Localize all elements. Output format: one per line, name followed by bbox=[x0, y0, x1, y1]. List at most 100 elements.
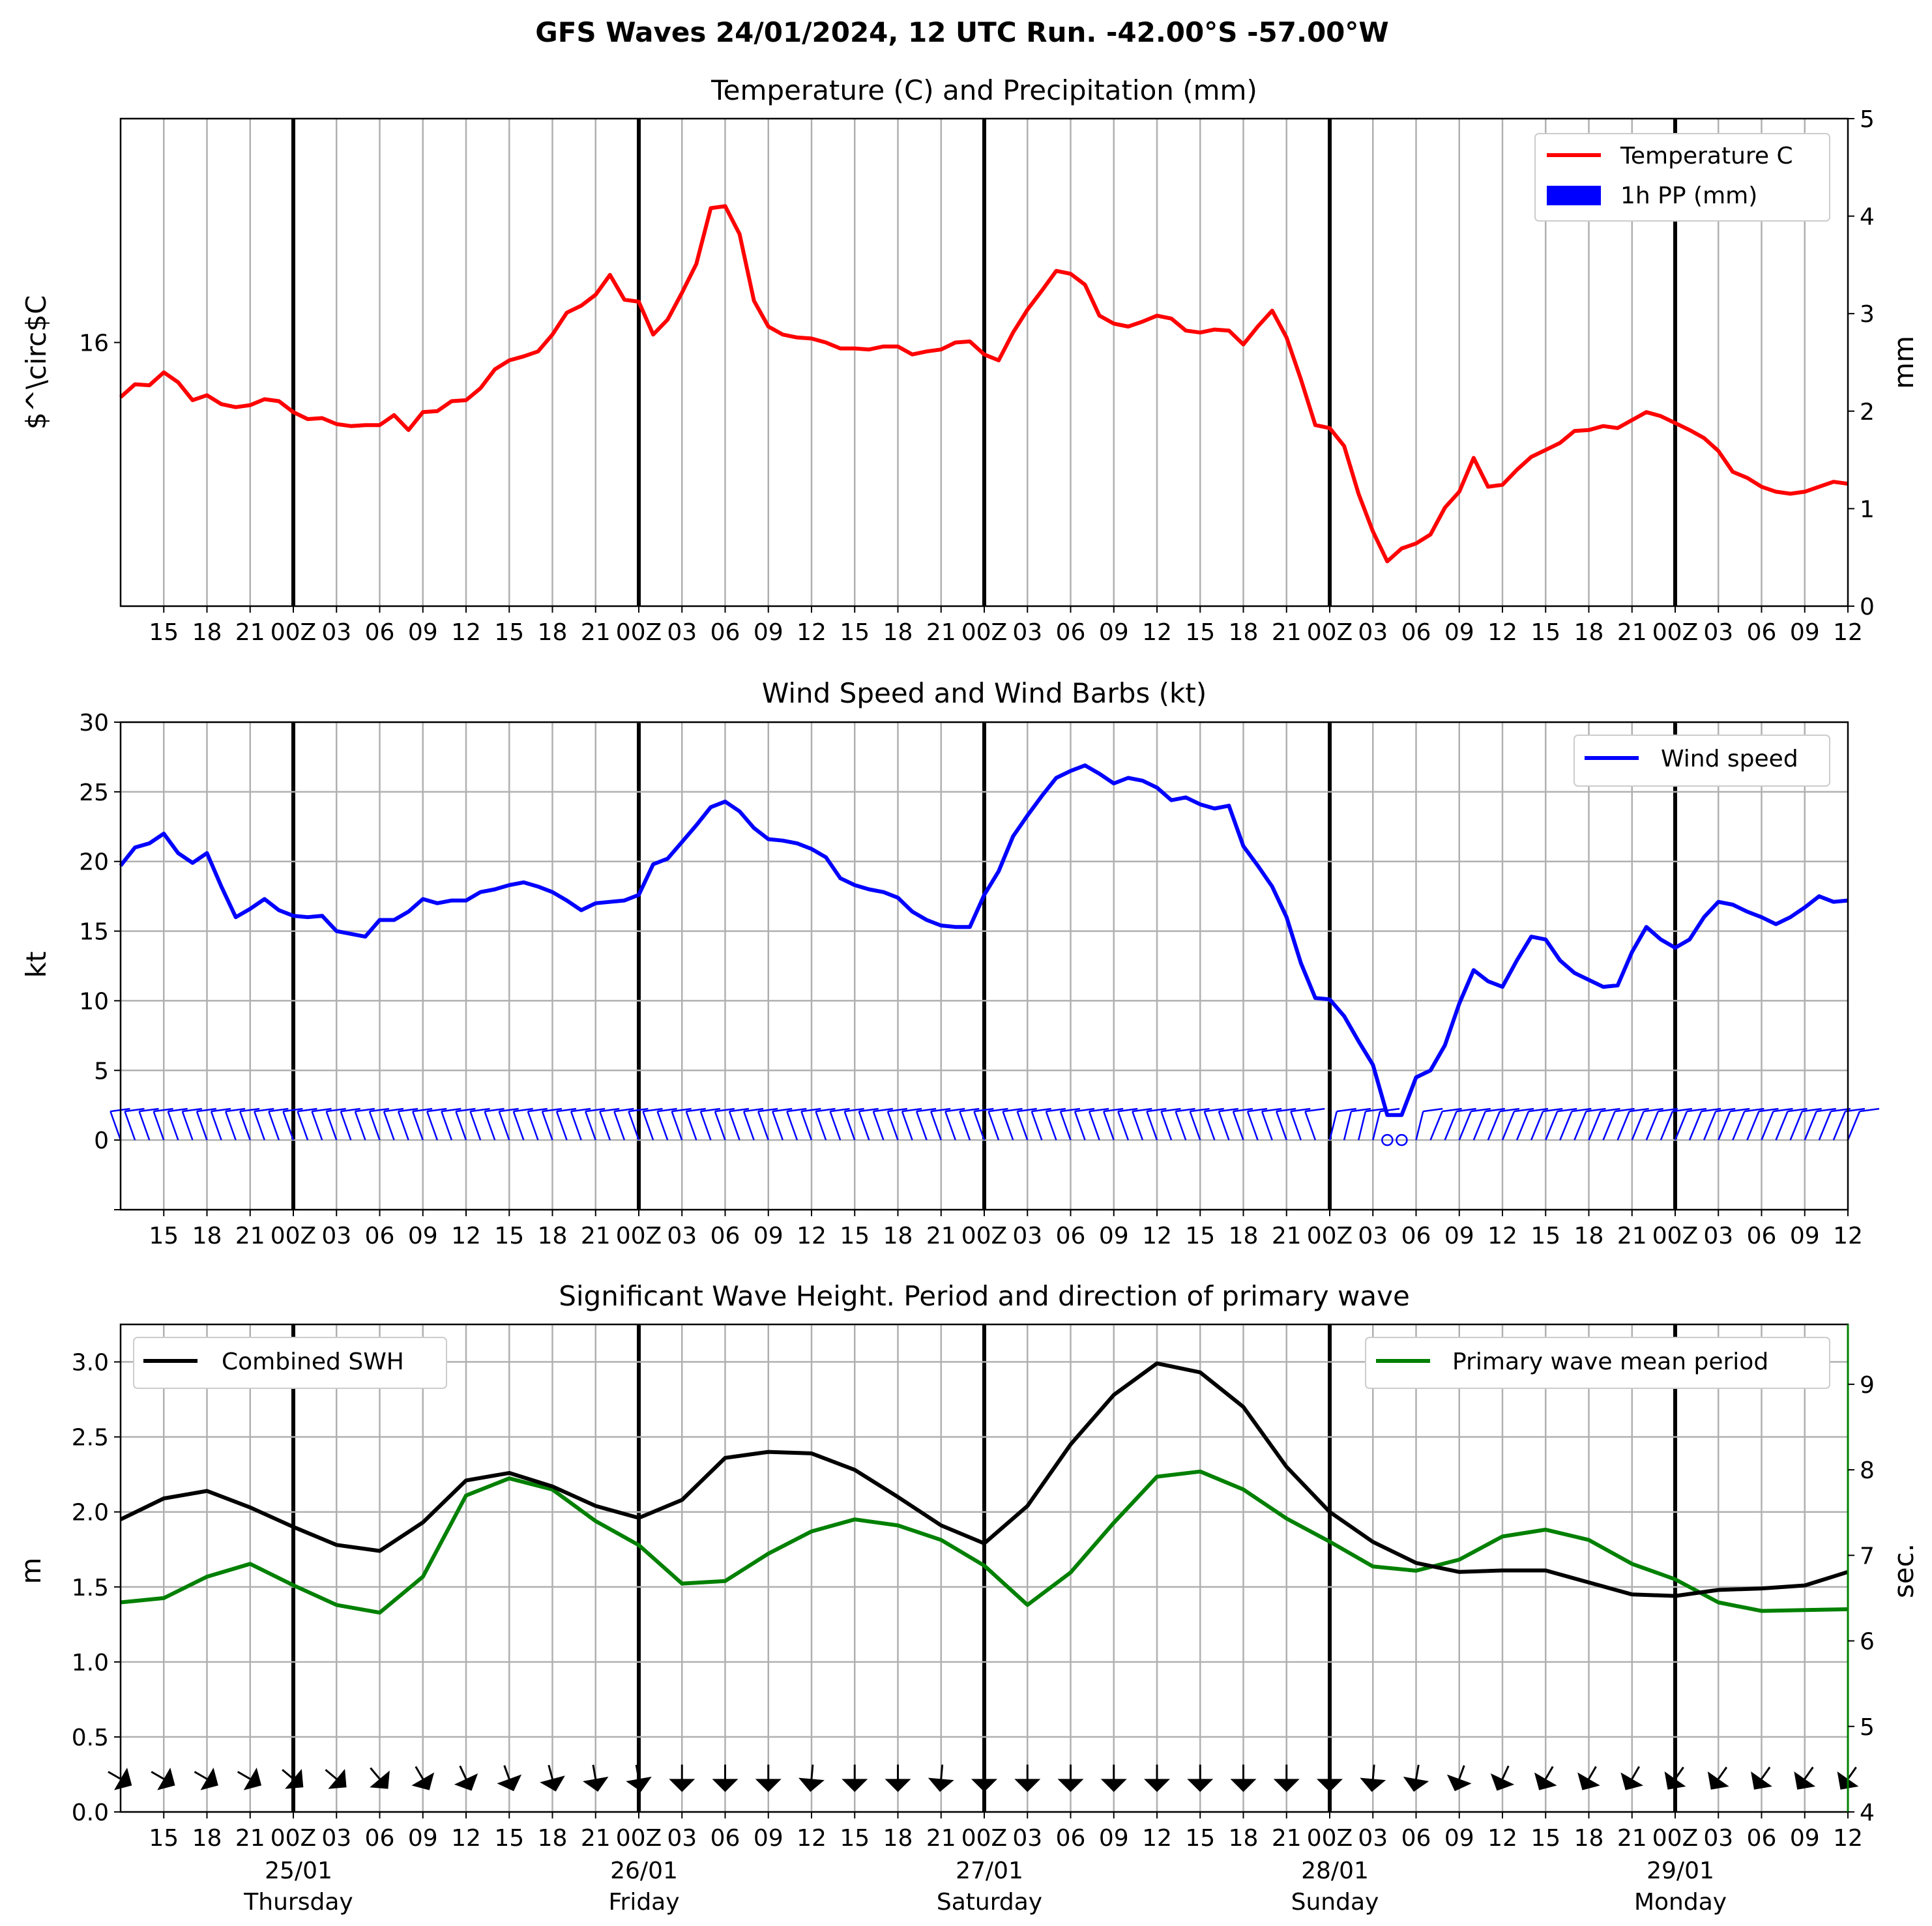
wind-barb-flag bbox=[369, 1107, 390, 1113]
x-tick-label: 12 bbox=[797, 1223, 827, 1249]
wind-barb bbox=[138, 1111, 151, 1141]
x-tick-label: 15 bbox=[840, 1825, 870, 1852]
x-tick-label: 09 bbox=[1444, 1223, 1474, 1249]
x-tick-label: 00Z bbox=[271, 1825, 316, 1852]
x-tick-label: 03 bbox=[667, 1223, 697, 1249]
x-tick-label: 18 bbox=[1229, 619, 1259, 646]
wave-direction-arrow bbox=[971, 1764, 997, 1792]
wind-barb-flag bbox=[269, 1107, 289, 1113]
wind-barb-flag bbox=[1802, 1107, 1822, 1113]
x-tick-label: 06 bbox=[1401, 619, 1431, 646]
wind-barb bbox=[167, 1111, 179, 1141]
wind-barb-flag bbox=[1686, 1107, 1707, 1113]
wind-barb-flag bbox=[441, 1107, 461, 1113]
wind-barb bbox=[628, 1111, 640, 1141]
x-tick-label: 00Z bbox=[1652, 1223, 1698, 1249]
wind-barb bbox=[973, 1111, 986, 1141]
x-tick-label: 00Z bbox=[1307, 1825, 1353, 1852]
x-tick-label: 18 bbox=[538, 1825, 568, 1852]
wind-barb bbox=[843, 1111, 856, 1141]
y-right-tick-label: 5 bbox=[1860, 1714, 1875, 1741]
wind-barb-flag bbox=[757, 1107, 778, 1113]
panel1-legend: Temperature C 1h PP (mm) bbox=[1534, 133, 1830, 222]
x-tick-label: 09 bbox=[408, 1825, 438, 1852]
wind-barb-flag bbox=[729, 1107, 750, 1113]
wind-barb-flag bbox=[772, 1107, 793, 1113]
wind-barb-flag bbox=[1218, 1107, 1238, 1113]
wind-barb bbox=[1246, 1111, 1259, 1141]
wind-barb bbox=[1328, 1111, 1338, 1141]
x-tick-label: 06 bbox=[1401, 1825, 1431, 1852]
y-right-tick-label: 4 bbox=[1860, 1800, 1875, 1826]
wind-barb bbox=[671, 1111, 683, 1141]
x-tick-label: 21 bbox=[581, 1223, 611, 1249]
x-tick-label: 21 bbox=[581, 619, 611, 646]
figure-title: GFS Waves 24/01/2024, 12 UTC Run. -42.00… bbox=[535, 16, 1389, 48]
wave-direction-arrow bbox=[1360, 1764, 1386, 1792]
x-tick-label: 15 bbox=[149, 619, 179, 646]
x-tick-label: 03 bbox=[1012, 619, 1042, 646]
wind-barb bbox=[1102, 1111, 1115, 1141]
wind-barb-flag bbox=[1787, 1107, 1808, 1113]
day-weekday-label: Sunday bbox=[1291, 1889, 1379, 1916]
x-tick-label: 18 bbox=[538, 1223, 568, 1249]
wind-barb bbox=[1458, 1111, 1472, 1141]
panel3-ylabel-right: sec. bbox=[1888, 1543, 1920, 1598]
wind-barb-flag bbox=[743, 1107, 764, 1113]
wind-barb-flag bbox=[1233, 1107, 1253, 1113]
x-tick-label: 06 bbox=[1056, 619, 1086, 646]
wind-barb bbox=[1117, 1111, 1130, 1141]
wind-barb bbox=[181, 1111, 194, 1141]
wind-barb bbox=[1203, 1111, 1216, 1141]
x-tick-label: 00Z bbox=[1652, 1825, 1698, 1852]
wind-barb bbox=[1847, 1111, 1861, 1141]
wave-direction-arrow bbox=[1751, 1766, 1772, 1790]
wind-barb-flag bbox=[427, 1107, 447, 1113]
wave-direction-arrow bbox=[1144, 1764, 1170, 1792]
wind-barb-flag bbox=[916, 1107, 937, 1113]
wind-barb bbox=[455, 1111, 467, 1141]
wave-direction-arrow bbox=[454, 1765, 478, 1791]
wind-barb-flag bbox=[1060, 1107, 1081, 1113]
x-tick-label: 12 bbox=[451, 1825, 481, 1852]
day-weekday-label: Thursday bbox=[243, 1889, 353, 1916]
wind-barb bbox=[1761, 1111, 1774, 1141]
y-right-tick-label: 6 bbox=[1860, 1629, 1875, 1656]
wind-barb-flag bbox=[1643, 1107, 1663, 1113]
wind-barb bbox=[411, 1111, 424, 1141]
wind-barb bbox=[1688, 1111, 1703, 1141]
wind-barb bbox=[1290, 1111, 1302, 1141]
wind-barb bbox=[1088, 1111, 1100, 1141]
wind-barb bbox=[1645, 1111, 1659, 1141]
wind-barb-flag bbox=[556, 1107, 577, 1113]
wave-direction-arrow bbox=[1577, 1766, 1600, 1790]
x-tick-label: 00Z bbox=[1652, 619, 1698, 646]
x-tick-label: 09 bbox=[1099, 1223, 1129, 1249]
x-tick-label: 09 bbox=[408, 619, 438, 646]
x-tick-label: 00Z bbox=[271, 1223, 316, 1249]
y-tick-label: 2.0 bbox=[72, 1500, 109, 1526]
wave-direction-arrow bbox=[151, 1768, 175, 1790]
wind-barb-flag bbox=[1528, 1107, 1549, 1113]
wind-barb bbox=[656, 1111, 669, 1141]
x-tick-label: 03 bbox=[1012, 1223, 1042, 1249]
wind-barb bbox=[325, 1111, 338, 1141]
wind-barb bbox=[311, 1111, 323, 1141]
y-right-tick-label: 1 bbox=[1860, 496, 1875, 523]
wind-barb-flag bbox=[1658, 1107, 1678, 1113]
wind-barb bbox=[772, 1111, 784, 1141]
x-tick-label: 21 bbox=[926, 1825, 956, 1852]
wind-barb-flag bbox=[1161, 1107, 1181, 1113]
wind-barb bbox=[1304, 1111, 1317, 1141]
wind-barb bbox=[1660, 1111, 1674, 1141]
wind-barb bbox=[1573, 1111, 1587, 1141]
wind-barb bbox=[297, 1111, 309, 1141]
wind-barb-flag bbox=[1471, 1107, 1491, 1113]
wind-barb bbox=[153, 1111, 165, 1141]
wind-barb bbox=[872, 1111, 885, 1141]
wind-barb bbox=[915, 1111, 928, 1141]
wind-barb-flag bbox=[1118, 1107, 1138, 1113]
wind-barb-calm bbox=[1381, 1133, 1394, 1146]
wind-barb bbox=[1189, 1111, 1201, 1141]
